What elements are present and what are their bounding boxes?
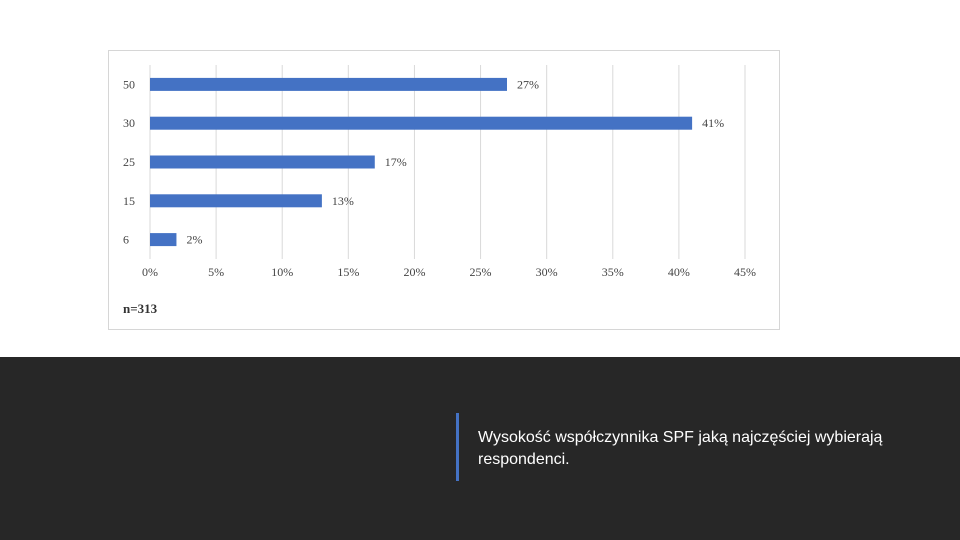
- x-tick-label: 40%: [668, 265, 690, 279]
- data-label: 27%: [517, 77, 539, 91]
- data-label: 13%: [332, 194, 354, 208]
- bar: [150, 77, 507, 91]
- category-label: 15: [123, 194, 135, 208]
- bar: [150, 233, 177, 247]
- chart-frame: 0% 5% 10% 15% 20% 25% 30% 35% 40% 45% 50 27% 30 41% 25…: [108, 50, 780, 330]
- category-label: 30: [123, 116, 135, 130]
- accent-line: [456, 413, 459, 481]
- x-tick-label: 10%: [271, 265, 293, 279]
- chart-caption: Wysokość współczynnika SPF jaką najczęśc…: [478, 429, 883, 468]
- x-tick-label: 0%: [142, 265, 158, 279]
- data-label: 2%: [186, 233, 202, 247]
- x-tick-label: 15%: [337, 265, 359, 279]
- data-label: 17%: [385, 155, 407, 169]
- category-label: 50: [123, 77, 135, 91]
- x-tick-label: 5%: [208, 265, 224, 279]
- x-tick-label: 30%: [536, 265, 558, 279]
- bar: [150, 155, 375, 169]
- sample-size-note: n=313: [123, 301, 158, 316]
- x-tick-label: 45%: [734, 265, 756, 279]
- x-tick-label: 20%: [403, 265, 425, 279]
- bar: [150, 116, 693, 130]
- category-label: 6: [123, 233, 129, 247]
- caption-band: Wysokość współczynnika SPF jaką najczęśc…: [0, 357, 960, 540]
- data-label: 41%: [702, 116, 724, 130]
- x-tick-label: 25%: [470, 265, 492, 279]
- category-label: 25: [123, 155, 135, 169]
- bar-chart: 0% 5% 10% 15% 20% 25% 30% 35% 40% 45% 50 27% 30 41% 25…: [123, 65, 756, 279]
- x-tick-label: 35%: [602, 265, 624, 279]
- bar: [150, 194, 322, 208]
